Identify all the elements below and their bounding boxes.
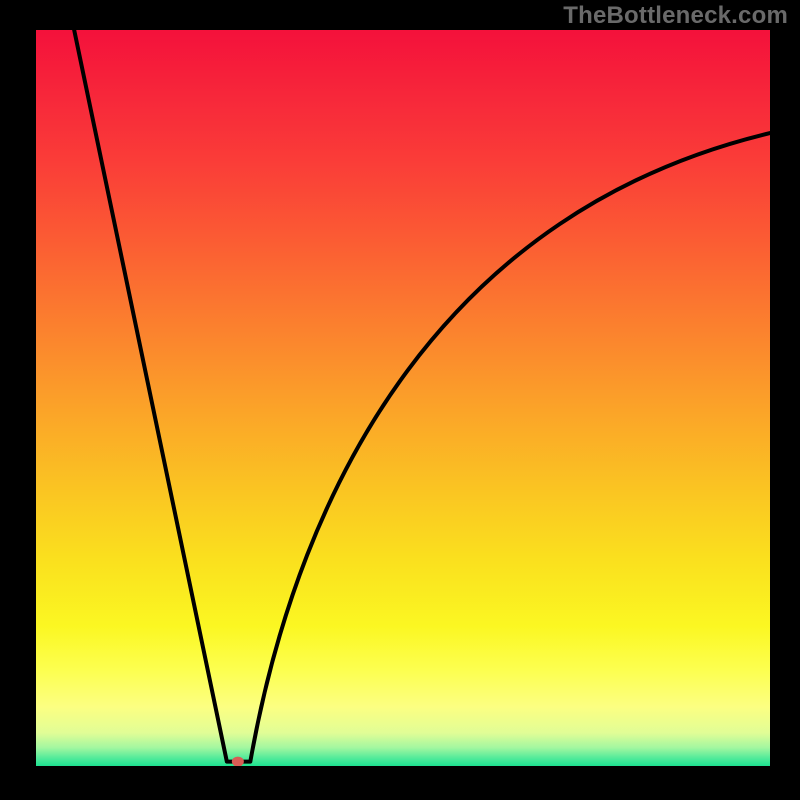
chart-container: TheBottleneck.com	[0, 0, 800, 800]
minimum-marker	[232, 757, 244, 766]
watermark-text: TheBottleneck.com	[563, 2, 788, 30]
curve-layer	[36, 30, 770, 766]
bottleneck-curve	[74, 30, 770, 762]
plot-area	[36, 30, 770, 766]
